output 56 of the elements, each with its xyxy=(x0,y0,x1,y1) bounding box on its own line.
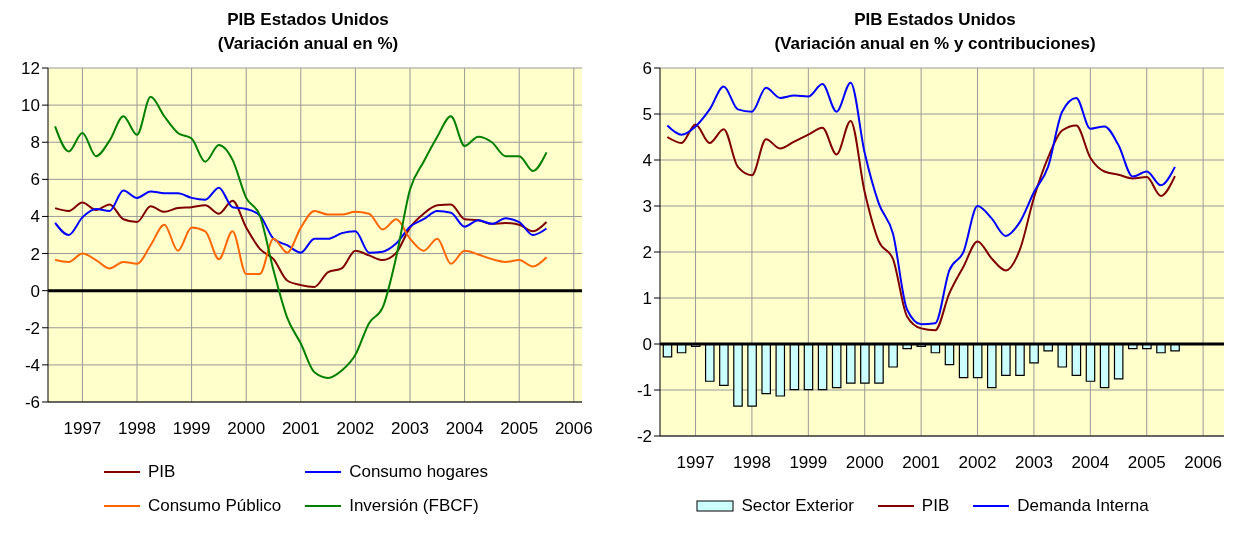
x-tick-label: 2006 xyxy=(1184,453,1223,473)
y-tick-label: 10 xyxy=(21,96,40,116)
legend-label: Consumo Público xyxy=(147,496,282,516)
legend-label: Sector Exterior xyxy=(741,496,854,516)
legend-label: Demanda Interna xyxy=(1017,496,1149,516)
x-tick-label: 1999 xyxy=(172,419,211,439)
x-tick-label: 1998 xyxy=(118,419,156,439)
x-tick-label: 2002 xyxy=(336,419,375,439)
x-tick-label: 2002 xyxy=(958,453,997,473)
x-tick-label: 2001 xyxy=(281,419,320,439)
y-tick-label: 0 xyxy=(642,335,652,355)
legend-label: PIB xyxy=(147,462,176,482)
legend-label: Consumo hogares xyxy=(349,462,489,482)
x-tick-label: 2006 xyxy=(554,419,593,439)
y-tick-label: 6 xyxy=(30,170,40,190)
x-tick-label: 2003 xyxy=(1015,453,1053,473)
y-tick-label: 2 xyxy=(30,244,40,264)
x-tick-label: 2004 xyxy=(445,419,484,439)
chart-subtitle: (Variación anual en % y contribuciones) xyxy=(773,33,1097,55)
line-series xyxy=(666,81,1176,326)
y-tick-label: 3 xyxy=(642,197,652,217)
y-tick-label: 1 xyxy=(642,289,652,309)
x-tick-label: 1998 xyxy=(733,453,771,473)
chart-title: PIB Estados Unidos xyxy=(853,9,1017,31)
x-tick-label: 2003 xyxy=(391,419,429,439)
chart-subtitle: (Variación anual en %) xyxy=(216,33,400,55)
line-series xyxy=(54,95,548,379)
x-tick-label: 2001 xyxy=(902,453,941,473)
y-tick-label: -6 xyxy=(24,393,40,413)
y-tick-label: 4 xyxy=(642,151,652,171)
y-tick-label: 0 xyxy=(30,281,40,301)
y-tick-label: 8 xyxy=(30,133,40,153)
y-tick-label: -2 xyxy=(24,318,40,338)
y-tick-label: -1 xyxy=(636,381,652,401)
x-tick-label: 1999 xyxy=(789,453,828,473)
legend-label: PIB xyxy=(921,496,950,516)
line-series xyxy=(666,119,1176,332)
line-series xyxy=(54,199,548,288)
y-tick-label: 4 xyxy=(30,207,40,227)
chart-title: PIB Estados Unidos xyxy=(226,9,390,31)
x-tick-label: 1997 xyxy=(676,453,715,473)
x-tick-label: 1997 xyxy=(63,419,102,439)
y-tick-label: -2 xyxy=(636,427,652,447)
x-tick-label: 2000 xyxy=(845,453,884,473)
y-tick-label: 5 xyxy=(642,105,652,125)
line-series xyxy=(54,209,548,275)
y-tick-label: 12 xyxy=(21,59,40,79)
y-tick-label: 2 xyxy=(642,243,652,263)
x-tick-label: 2005 xyxy=(500,419,539,439)
x-tick-label: 2004 xyxy=(1071,453,1110,473)
line-series xyxy=(54,186,548,254)
x-tick-label: 2005 xyxy=(1127,453,1166,473)
x-tick-label: 2000 xyxy=(227,419,266,439)
legend-label: Inversión (FBCF) xyxy=(349,496,479,516)
y-tick-label: -4 xyxy=(24,355,40,375)
y-tick-label: 6 xyxy=(642,59,652,79)
